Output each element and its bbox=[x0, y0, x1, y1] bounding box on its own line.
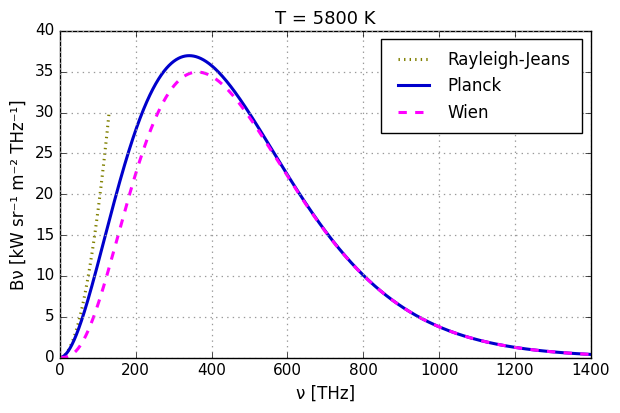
Line: Rayleigh-Jeans: Rayleigh-Jeans bbox=[60, 114, 109, 358]
Wien bbox=[56, 355, 64, 360]
Planck bbox=[185, 53, 193, 58]
Rayleigh-Jeans bbox=[87, 261, 94, 266]
Rayleigh-Jeans bbox=[94, 214, 101, 218]
Planck bbox=[314, 219, 322, 224]
Planck bbox=[587, 352, 595, 357]
Title: T = 5800 K: T = 5800 K bbox=[275, 10, 376, 28]
Legend: Rayleigh-Jeans, Planck, Wien: Rayleigh-Jeans, Planck, Wien bbox=[381, 39, 582, 133]
Rayleigh-Jeans bbox=[64, 349, 71, 354]
Rayleigh-Jeans bbox=[105, 111, 113, 116]
Planck bbox=[572, 351, 579, 356]
Wien bbox=[572, 351, 579, 356]
Rayleigh-Jeans bbox=[56, 355, 64, 360]
Wien bbox=[193, 69, 201, 74]
Wien bbox=[572, 351, 579, 356]
Wien bbox=[587, 352, 595, 357]
Wien bbox=[314, 219, 322, 224]
Planck bbox=[572, 351, 579, 356]
Rayleigh-Jeans bbox=[79, 300, 87, 305]
Wien bbox=[83, 331, 91, 336]
Wien bbox=[301, 199, 308, 204]
Line: Wien: Wien bbox=[60, 72, 591, 358]
Y-axis label: Bν [kW sr⁻¹ m⁻² THz⁻¹]: Bν [kW sr⁻¹ m⁻² THz⁻¹] bbox=[10, 99, 28, 290]
Planck bbox=[56, 355, 64, 360]
Line: Planck: Planck bbox=[60, 56, 591, 358]
Rayleigh-Jeans bbox=[101, 149, 108, 154]
X-axis label: ν [THz]: ν [THz] bbox=[296, 385, 355, 403]
Rayleigh-Jeans bbox=[84, 273, 92, 278]
Planck bbox=[301, 199, 308, 204]
Planck bbox=[83, 301, 91, 306]
Wien bbox=[474, 337, 482, 342]
Planck bbox=[474, 337, 482, 342]
